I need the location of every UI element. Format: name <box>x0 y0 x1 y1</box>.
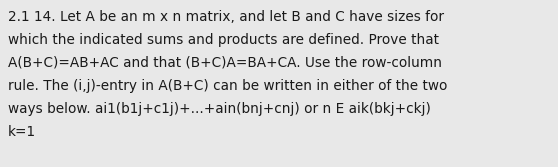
Text: which the indicated sums and products are defined. Prove that: which the indicated sums and products ar… <box>8 33 439 47</box>
Text: ways below. ai1(b1j+c1j)+...+ain(bnj+cnj) or n E aik(bkj+ckj): ways below. ai1(b1j+c1j)+...+ain(bnj+cnj… <box>8 102 431 116</box>
Text: A(B+C)=AB+AC and that (B+C)A=BA+CA. Use the row-column: A(B+C)=AB+AC and that (B+C)A=BA+CA. Use … <box>8 56 442 70</box>
Text: k=1: k=1 <box>8 125 36 139</box>
Text: 2.1 14. Let A be an m x n matrix, and let B and C have sizes for: 2.1 14. Let A be an m x n matrix, and le… <box>8 10 444 24</box>
Text: rule. The (i,j)-entry in A(B+C) can be written in either of the two: rule. The (i,j)-entry in A(B+C) can be w… <box>8 79 448 93</box>
